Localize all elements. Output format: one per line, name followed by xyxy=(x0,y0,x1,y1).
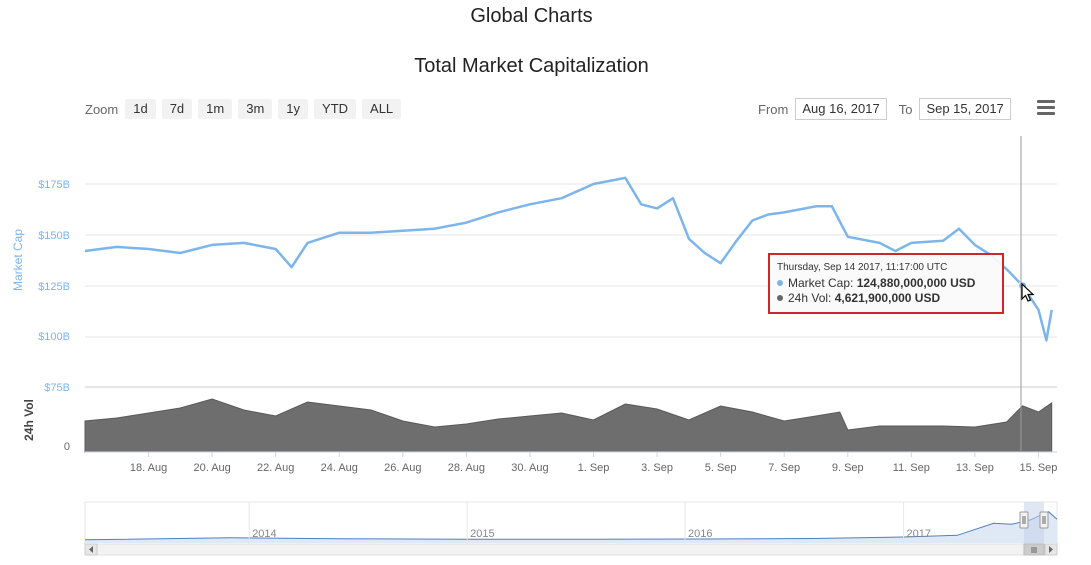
x-tick-label: 9. Sep xyxy=(832,462,864,474)
zoom-1m-button[interactable]: 1m xyxy=(198,99,233,119)
navigator-year-label: 2015 xyxy=(470,528,494,540)
navigator-selection-mask[interactable] xyxy=(1024,502,1044,544)
x-tick-label: 30. Aug xyxy=(511,462,548,474)
mouse-cursor-icon xyxy=(1021,283,1035,302)
tooltip-volume-row: 24h Vol: 4,621,900,000 USD xyxy=(777,291,1002,306)
volume-series xyxy=(84,398,1053,453)
navigator[interactable]: 2014 2015 2016 2017 xyxy=(84,501,1058,545)
navigator-year-labels: 2014 2015 2016 2017 xyxy=(248,502,931,544)
zoom-1d-button[interactable]: 1d xyxy=(125,99,156,119)
y-tick-label: $175B xyxy=(38,179,70,191)
to-date-input[interactable]: Sep 15, 2017 xyxy=(919,98,1011,120)
x-tick-label: 20. Aug xyxy=(193,462,230,474)
x-tick-label: 3. Sep xyxy=(641,462,673,474)
from-label: From xyxy=(758,101,789,117)
navigator-year-label: 2014 xyxy=(252,528,276,540)
x-tick-label: 1. Sep xyxy=(578,462,610,474)
tooltip-market-cap-label: Market Cap: xyxy=(788,276,854,290)
y-tick-label: $75B xyxy=(44,382,70,394)
tooltip-date: Thursday, Sep 14 2017, 11:17:00 UTC xyxy=(777,262,948,273)
x-tick-label: 7. Sep xyxy=(768,462,800,474)
x-tick-label: 5. Sep xyxy=(705,462,737,474)
y-tick-label: $125B xyxy=(38,281,70,293)
navigator-right-handle[interactable] xyxy=(1039,511,1049,529)
scroll-right-icon xyxy=(1049,546,1053,553)
zoom-3m-button[interactable]: 3m xyxy=(238,99,273,119)
x-tick-label: 15. Sep xyxy=(1019,462,1057,474)
volume-area xyxy=(84,398,1053,453)
market-cap-axis-title: Market Cap xyxy=(11,229,25,291)
range-selector: Zoom 1d 7d 1m 3m 1y YTD ALL xyxy=(85,98,404,120)
scrollbar[interactable] xyxy=(84,543,1058,556)
y-tick-label: $150B xyxy=(38,230,70,242)
x-tick-label: 22. Aug xyxy=(257,462,294,474)
from-date-input[interactable]: Aug 16, 2017 xyxy=(795,98,887,120)
x-tick-label: 13. Sep xyxy=(956,462,994,474)
chart-title: Total Market Capitalization xyxy=(414,55,649,77)
tooltip-market-cap-value: 124,880,000,000 USD xyxy=(856,276,976,290)
zoom-ytd-button[interactable]: YTD xyxy=(314,99,357,119)
volume-y-tick-label: 0 xyxy=(64,441,70,453)
navigator-year-label: 2016 xyxy=(688,528,712,540)
zoom-7d-button[interactable]: 7d xyxy=(161,99,193,119)
navigator-year-label: 2017 xyxy=(907,528,931,540)
to-label: To xyxy=(898,101,913,117)
zoom-all-button[interactable]: ALL xyxy=(362,99,402,119)
data-tooltip: Thursday, Sep 14 2017, 11:17:00 UTC Mark… xyxy=(768,253,1004,314)
x-tick-label: 28. Aug xyxy=(448,462,485,474)
navigator-left-handle[interactable] xyxy=(1019,511,1029,529)
x-tick-label: 18. Aug xyxy=(130,462,167,474)
x-tick-label: 24. Aug xyxy=(321,462,358,474)
zoom-label: Zoom xyxy=(85,101,119,117)
market-cap-line xyxy=(84,176,1053,342)
date-range: From Aug 16, 2017 To Sep 15, 2017 xyxy=(758,98,1023,120)
market-cap-dot-icon xyxy=(777,280,783,286)
scroll-left-icon xyxy=(89,546,93,553)
volume-dot-icon xyxy=(777,295,783,301)
tooltip-volume-label: 24h Vol: xyxy=(788,291,832,305)
navigator-area xyxy=(85,511,1057,543)
x-tick-label: 26. Aug xyxy=(384,462,421,474)
tooltip-volume-value: 4,621,900,000 USD xyxy=(834,291,941,305)
zoom-1y-button[interactable]: 1y xyxy=(278,99,309,119)
x-tick-label: 11. Sep xyxy=(893,462,930,474)
market-cap-y-ticks: $75B $100B $125B $150B $175B xyxy=(38,179,70,394)
y-tick-label: $100B xyxy=(38,331,70,343)
volume-axis-title: 24h Vol xyxy=(22,399,36,441)
page-title: Global Charts xyxy=(470,5,593,27)
tooltip-market-cap-row: Market Cap: 124,880,000,000 USD xyxy=(777,276,1002,291)
hamburger-menu-icon[interactable] xyxy=(1037,100,1055,118)
x-axis: 18. Aug 20. Aug 22. Aug 24. Aug 26. Aug 28. A… xyxy=(130,452,1057,474)
